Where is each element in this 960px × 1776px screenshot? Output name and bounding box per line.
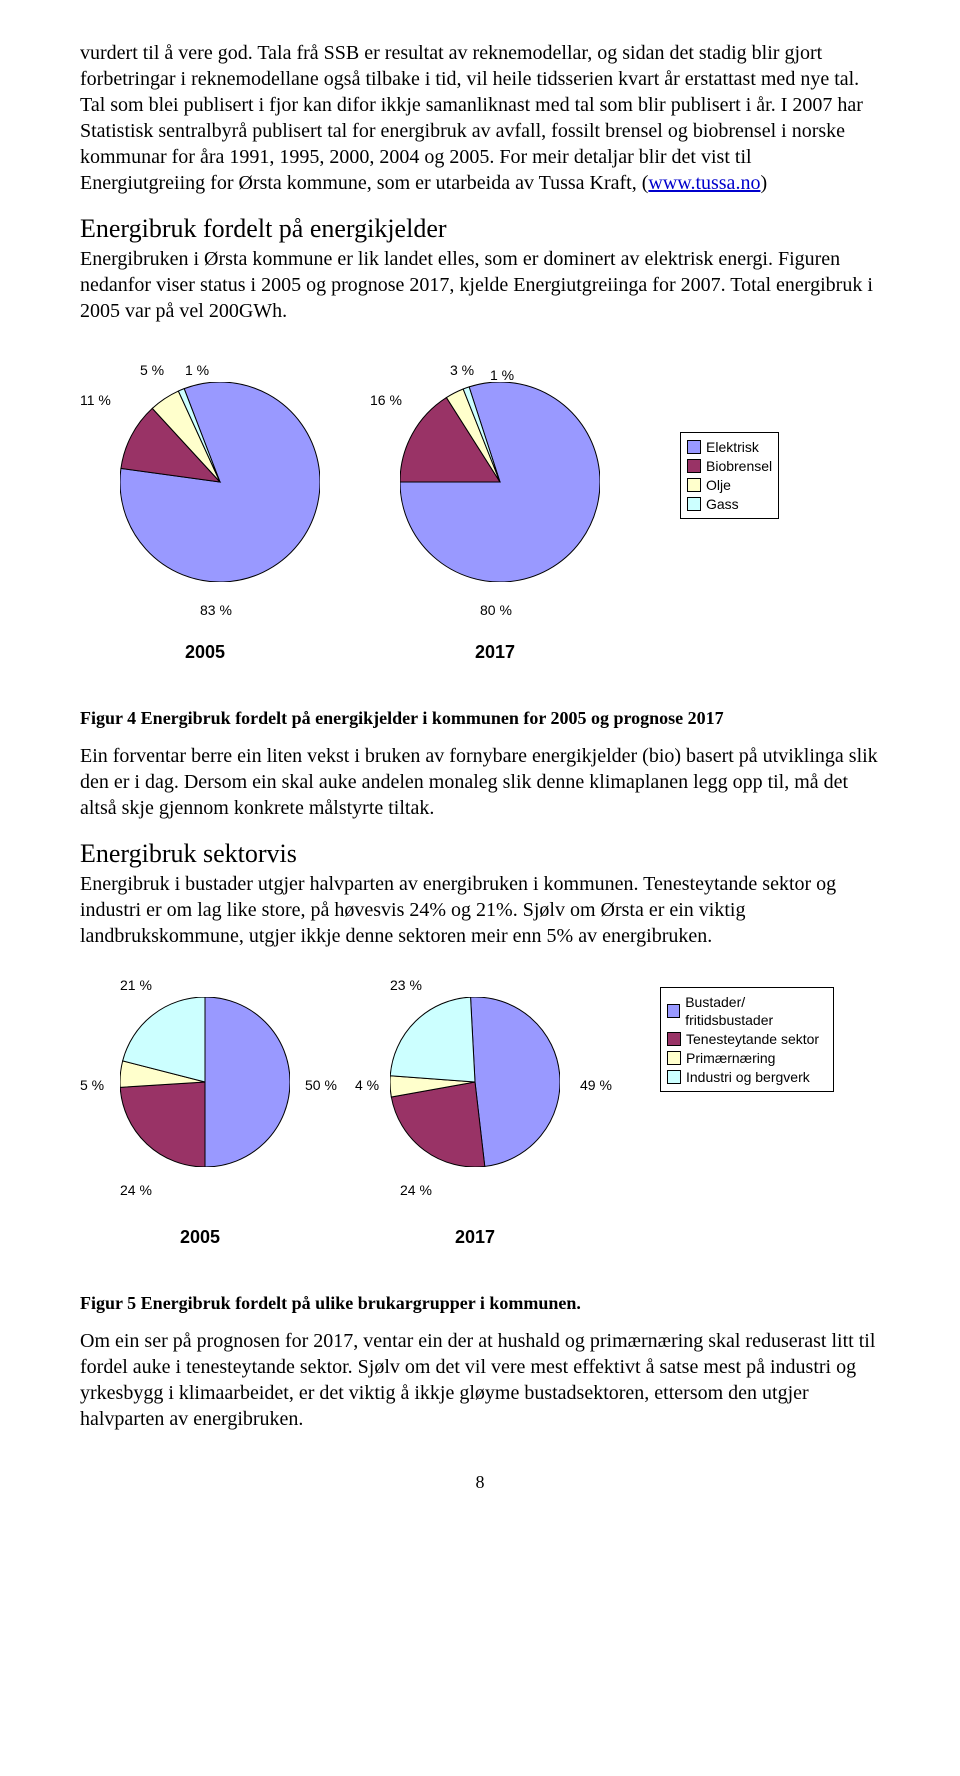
pie-svg (120, 382, 320, 582)
heading-energikjelder: Energibruk fordelt på energikjelder (80, 214, 880, 244)
legend-item: Elektrisk (687, 438, 772, 456)
paragraph-forventar: Ein forventar berre ein liten vekst i br… (80, 743, 880, 821)
pie-percent-label: 24 % (400, 1182, 432, 1198)
legend-item: Biobrensel (687, 457, 772, 475)
legend-swatch (687, 497, 701, 511)
paragraph-energikjelder: Energibruken i Ørsta kommune er lik land… (80, 246, 880, 324)
chart-legend: Bustader/ fritidsbustaderTenesteytande s… (660, 987, 834, 1092)
pie-svg (390, 997, 560, 1167)
pie-2005 (120, 382, 320, 587)
legend-label: Primærnæring (686, 1049, 775, 1067)
pie-2005 (120, 997, 290, 1172)
pie-year-label: 2005 (180, 1227, 220, 1248)
document-page: vurdert til å vere god. Tala frå SSB er … (0, 0, 960, 1533)
legend-label: Gass (706, 495, 739, 513)
pie-percent-label: 80 % (480, 602, 512, 618)
legend-label: Industri og bergverk (686, 1068, 810, 1086)
pie-percent-label: 50 % (305, 1077, 337, 1093)
link-tussa[interactable]: www.tussa.no (648, 172, 760, 194)
legend-item: Gass (687, 495, 772, 513)
heading-sektorvis: Energibruk sektorvis (80, 839, 880, 869)
pie-percent-label: 1 % (185, 362, 209, 378)
pie-percent-label: 3 % (450, 362, 474, 378)
pie-percent-label: 49 % (580, 1077, 612, 1093)
legend-label: Olje (706, 476, 731, 494)
pie-year-label: 2017 (475, 642, 515, 663)
paragraph-prognose: Om ein ser på prognosen for 2017, ventar… (80, 1328, 880, 1432)
pie-percent-label: 1 % (490, 367, 514, 383)
pie-percent-label: 4 % (355, 1077, 379, 1093)
legend-swatch (667, 1004, 680, 1018)
legend-swatch (687, 440, 701, 454)
chart-legend: ElektriskBiobrenselOljeGass (680, 432, 779, 519)
paragraph-sektorvis: Energibruk i bustader utgjer halvparten … (80, 871, 880, 949)
pie-2017 (390, 997, 560, 1172)
figure4-caption: Figur 4 Energibruk fordelt på energikjel… (80, 708, 880, 729)
legend-swatch (667, 1032, 681, 1046)
pie-svg (400, 382, 600, 582)
legend-swatch (667, 1070, 681, 1084)
chart-sektorvis: 21 % 5 % 50 % 24 % 23 % 4 % 49 % 24 % 2005 2017 Bu… (80, 967, 880, 1287)
pie-percent-label: 24 % (120, 1182, 152, 1198)
legend-label: Tenesteytande sektor (686, 1030, 819, 1048)
pie-percent-label: 5 % (80, 1077, 104, 1093)
pie-percent-label: 11 % (80, 392, 111, 408)
pie-svg (120, 997, 290, 1167)
pie-slice (390, 997, 475, 1082)
legend-item: Tenesteytande sektor (667, 1030, 827, 1048)
legend-item: Bustader/ fritidsbustader (667, 993, 827, 1029)
legend-item: Olje (687, 476, 772, 494)
legend-swatch (687, 459, 701, 473)
legend-swatch (687, 478, 701, 492)
legend-item: Industri og bergverk (667, 1068, 827, 1086)
figure5-caption: Figur 5 Energibruk fordelt på ulike bruk… (80, 1293, 880, 1314)
pie-slice (120, 1082, 205, 1167)
paragraph-intro: vurdert til å vere god. Tala frå SSB er … (80, 40, 880, 196)
pie-percent-label: 5 % (140, 362, 164, 378)
page-number: 8 (80, 1472, 880, 1493)
legend-label: Elektrisk (706, 438, 759, 456)
pie-2017 (400, 382, 600, 587)
pie-slice (205, 997, 290, 1167)
pie-percent-label: 21 % (120, 977, 152, 993)
pie-year-label: 2005 (185, 642, 225, 663)
pie-percent-label: 83 % (200, 602, 232, 618)
pie-slice (471, 997, 560, 1166)
legend-label: Bustader/ fritidsbustader (685, 993, 827, 1029)
pie-year-label: 2017 (455, 1227, 495, 1248)
pie-percent-label: 16 % (370, 392, 402, 408)
pie-percent-label: 23 % (390, 977, 422, 993)
legend-label: Biobrensel (706, 457, 772, 475)
text: ) (760, 172, 767, 194)
chart-energikjelder: 11 % 5 % 1 % 83 % 16 % 3 % 1 % 80 % 2005 2017 Elek… (80, 342, 880, 702)
legend-item: Primærnæring (667, 1049, 827, 1067)
legend-swatch (667, 1051, 681, 1065)
